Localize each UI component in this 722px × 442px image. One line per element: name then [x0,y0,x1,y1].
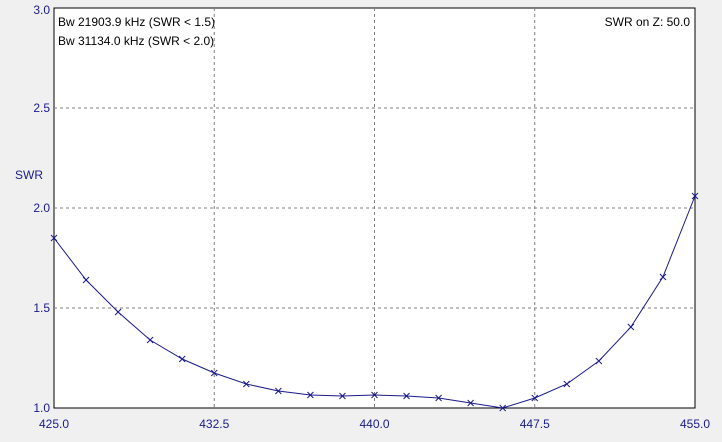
grid-lines [54,8,695,408]
data-point [114,308,122,316]
annotation-bw-1-5: Bw 21903.9 kHz (SWR < 1.5) [58,15,215,29]
data-point [563,380,571,388]
y-tick-labels: 1.0 1.5 2.0 2.5 3.0 [33,3,50,415]
series-markers [50,192,699,412]
y-tick-label: 3.0 [33,3,50,17]
data-point [659,273,667,281]
data-point [371,391,378,399]
x-tick-labels: 425.0 432.5 440.0 447.5 455.0 [39,417,710,431]
x-tick-label: 455.0 [680,417,710,431]
y-tick-label: 2.0 [33,201,50,215]
y-tick-label: 1.5 [33,301,50,315]
data-point [627,323,635,331]
data-point [50,234,58,242]
data-point [210,369,218,377]
x-tick-label: 425.0 [39,417,69,431]
data-point [339,392,346,400]
x-tick-label: 447.5 [520,417,550,431]
y-axis-label: SWR [15,168,43,182]
data-point [307,391,314,399]
data-point [178,355,186,363]
data-point [82,276,90,284]
data-point [499,404,507,412]
y-tick-label: 2.5 [33,101,50,115]
data-point [531,394,539,402]
x-tick-label: 432.5 [199,417,229,431]
y-tick-label: 1.0 [33,401,50,415]
data-point [146,336,154,344]
annotation-swr-on-z: SWR on Z: 50.0 [605,15,691,29]
annotation-bw-2-0: Bw 31134.0 kHz (SWR < 2.0) [58,34,214,48]
x-tick-label: 440.0 [359,417,389,431]
data-point [595,357,603,365]
data-point [467,399,475,407]
data-point [274,387,282,395]
data-point [435,394,442,402]
data-point [691,192,699,200]
data-point [403,392,410,400]
data-point [242,380,250,388]
